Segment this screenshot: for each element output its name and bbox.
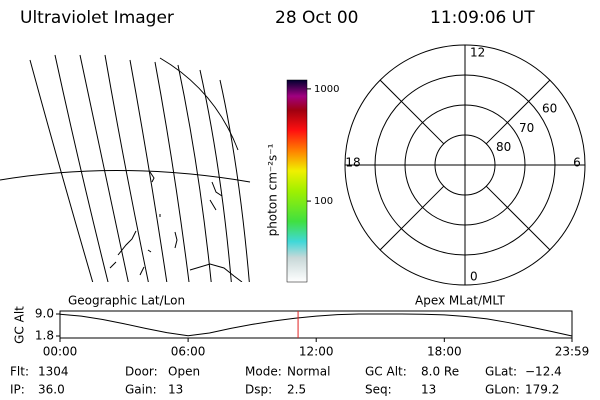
x-tick-label: 18:00 <box>427 345 462 359</box>
mlt-label: 12 <box>470 46 485 60</box>
info-value: 36.0 <box>38 383 65 397</box>
info-key: Seq: <box>365 383 392 397</box>
info-key: IP: <box>10 383 25 397</box>
info-value: 13 <box>421 383 436 397</box>
info-key: GLat: <box>485 365 517 379</box>
map-label: Apex MLat/MLT <box>415 294 505 308</box>
info-value: Open <box>168 365 200 379</box>
title: Ultraviolet Imager <box>20 8 174 28</box>
orbit-frame <box>59 310 573 339</box>
polar-ring <box>374 74 556 256</box>
x-tick-label: 00:00 <box>43 345 78 359</box>
colorbar-tick-label: 1000 <box>314 84 339 95</box>
polar-ring <box>404 104 526 226</box>
info-value: 2.5 <box>287 383 306 397</box>
colorbar-tick-label: 100 <box>314 196 333 207</box>
date: 28 Oct 00 <box>275 8 358 28</box>
info-key: GC Alt: <box>365 365 407 379</box>
orbit-altitude <box>59 313 573 337</box>
map-label: Geographic Lat/Lon <box>68 294 185 308</box>
polar-grid <box>345 45 585 285</box>
info-key: Gain: <box>125 383 157 397</box>
info-value: −12.4 <box>525 365 562 379</box>
colorbar <box>286 79 308 283</box>
info-value: 13 <box>168 383 183 397</box>
info-key: GLon: <box>485 383 520 397</box>
polar-outer <box>344 44 586 286</box>
info-value: Normal <box>287 365 330 379</box>
y-tick-label: 9.0 <box>35 307 54 321</box>
polar-ring <box>434 134 496 196</box>
info-key: Door: <box>125 365 158 379</box>
info-value: 179.2 <box>525 383 559 397</box>
y-tick-label: 1.8 <box>35 329 54 343</box>
x-tick-label: 06:00 <box>171 345 206 359</box>
info-key: Mode: <box>245 365 282 379</box>
time: 11:09:06 UT <box>430 8 535 28</box>
x-tick-label: 12:00 <box>299 345 334 359</box>
info-value: 1304 <box>38 365 69 379</box>
polar-ring-label: 80 <box>496 140 511 154</box>
mlt-label: 0 <box>470 270 478 284</box>
colorbar-label: photon cm⁻²s⁻¹ <box>266 143 280 236</box>
info-value: 8.0 Re <box>421 365 459 379</box>
orbit-ylabel: GC Alt <box>13 306 27 344</box>
mlt-label: 6 <box>573 156 581 170</box>
mlt-label: 18 <box>345 156 360 170</box>
polar-ring-label: 60 <box>542 102 557 116</box>
polar-ring-label: 70 <box>519 121 534 135</box>
info-key: Dsp: <box>245 383 272 397</box>
x-tick-label: 23:59 <box>555 345 590 359</box>
geographic-map <box>0 54 251 282</box>
info-key: Flt: <box>10 365 29 379</box>
